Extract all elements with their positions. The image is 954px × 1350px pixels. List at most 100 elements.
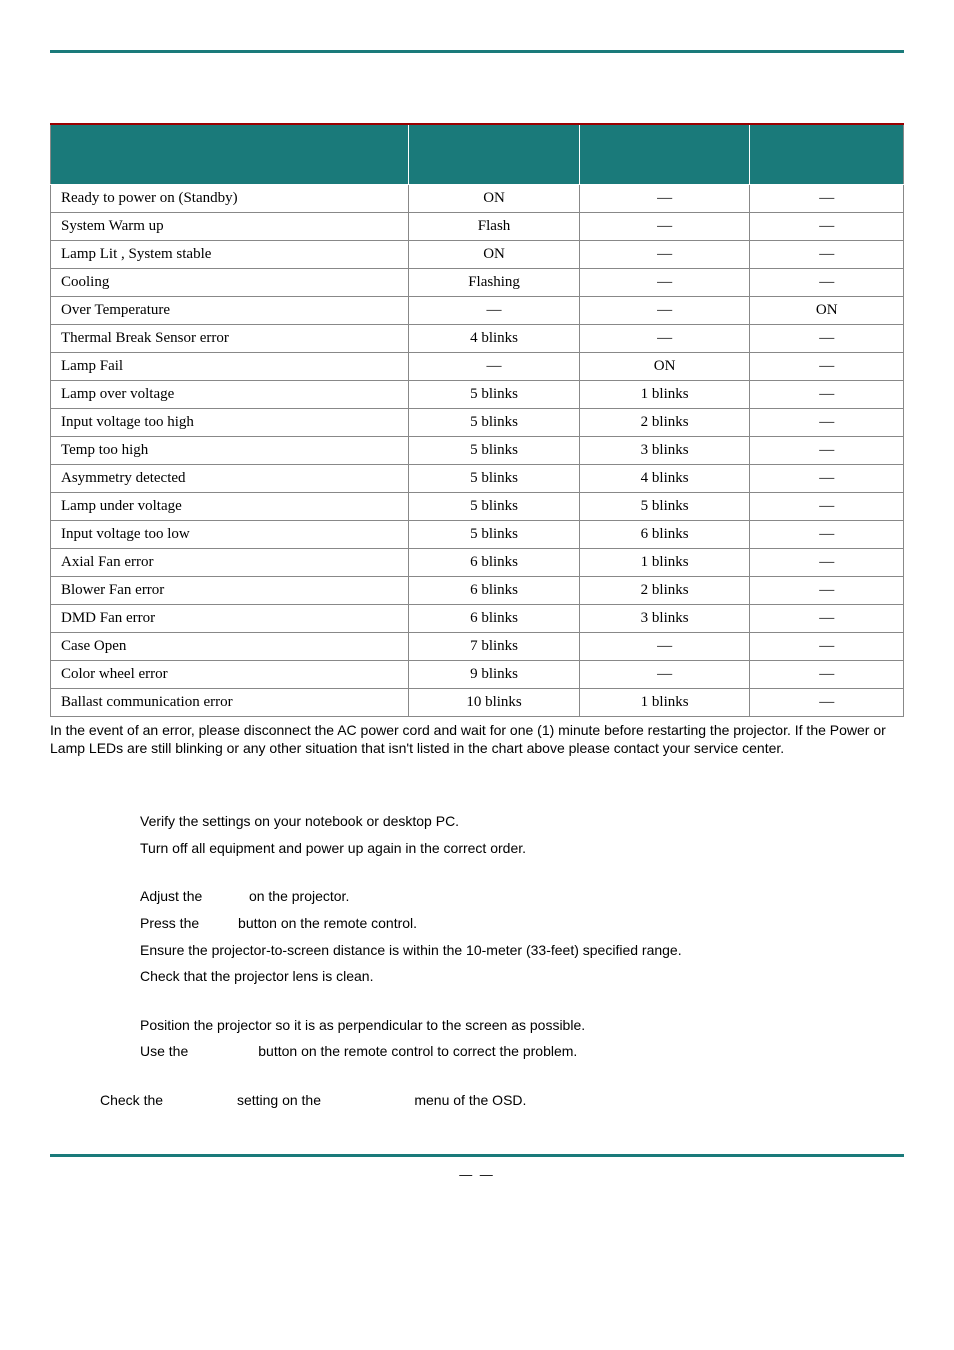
qa-line: Turn off all equipment and power up agai…	[140, 835, 904, 862]
led-error-table: Ready to power on (Standby)ON——System Wa…	[50, 123, 904, 717]
table-row: Lamp under voltage5 blinks5 blinks—	[51, 492, 904, 520]
table-row: Over Temperature——ON	[51, 296, 904, 324]
qa-line: Press the button on the remote control.	[140, 910, 904, 937]
row-label: Asymmetry detected	[51, 464, 409, 492]
table-row: System Warm upFlash——	[51, 212, 904, 240]
row-value: 5 blinks	[409, 436, 580, 464]
table-body: Ready to power on (Standby)ON——System Wa…	[51, 184, 904, 716]
row-label: Thermal Break Sensor error	[51, 324, 409, 352]
row-value: —	[750, 604, 904, 632]
row-value: —	[750, 520, 904, 548]
row-value: —	[579, 212, 750, 240]
row-value: —	[579, 268, 750, 296]
row-value: ON	[750, 296, 904, 324]
row-value: ON	[409, 240, 580, 268]
bottom-rule	[50, 1154, 904, 1157]
row-value: 6 blinks	[409, 548, 580, 576]
row-label: Temp too high	[51, 436, 409, 464]
row-value: 5 blinks	[409, 380, 580, 408]
row-value: —	[579, 296, 750, 324]
row-value: —	[750, 380, 904, 408]
col-header-2	[579, 124, 750, 184]
row-value: 2 blinks	[579, 576, 750, 604]
table-row: Ready to power on (Standby)ON——	[51, 184, 904, 212]
table-row: Thermal Break Sensor error4 blinks——	[51, 324, 904, 352]
row-label: Over Temperature	[51, 296, 409, 324]
qa-line: Check the setting on the menu of the OSD…	[100, 1087, 904, 1114]
row-value: —	[750, 464, 904, 492]
row-value: —	[750, 324, 904, 352]
row-value: 3 blinks	[579, 604, 750, 632]
troubleshooting-block: Verify the settings on your notebook or …	[50, 808, 904, 1113]
table-row: CoolingFlashing——	[51, 268, 904, 296]
qa-line: Position the projector so it is as perpe…	[140, 1012, 904, 1039]
row-value: —	[750, 352, 904, 380]
table-row: Temp too high5 blinks3 blinks—	[51, 436, 904, 464]
row-label: Ready to power on (Standby)	[51, 184, 409, 212]
table-row: Blower Fan error6 blinks2 blinks—	[51, 576, 904, 604]
row-label: Ballast communication error	[51, 688, 409, 716]
row-value: 6 blinks	[579, 520, 750, 548]
table-row: Case Open7 blinks——	[51, 632, 904, 660]
row-value: 1 blinks	[579, 380, 750, 408]
row-label: Input voltage too low	[51, 520, 409, 548]
row-value: 2 blinks	[579, 408, 750, 436]
row-label: Lamp Lit , System stable	[51, 240, 409, 268]
row-value: 6 blinks	[409, 576, 580, 604]
table-row: Color wheel error9 blinks——	[51, 660, 904, 688]
row-label: Color wheel error	[51, 660, 409, 688]
table-row: Lamp Lit , System stableON——	[51, 240, 904, 268]
row-value: 9 blinks	[409, 660, 580, 688]
qa-group-4: Check the setting on the menu of the OSD…	[100, 1087, 904, 1114]
col-header-1	[409, 124, 580, 184]
qa-line: Adjust the on the projector.	[140, 883, 904, 910]
table-row: Lamp over voltage5 blinks1 blinks—	[51, 380, 904, 408]
qa-group-1: Verify the settings on your notebook or …	[140, 808, 904, 861]
row-value: 6 blinks	[409, 604, 580, 632]
table-row: Axial Fan error6 blinks1 blinks—	[51, 548, 904, 576]
row-value: —	[750, 212, 904, 240]
qa-line: Ensure the projector-to-screen distance …	[140, 937, 904, 964]
row-value: —	[750, 184, 904, 212]
row-value: —	[750, 576, 904, 604]
table-row: Input voltage too high5 blinks2 blinks—	[51, 408, 904, 436]
qa-group-3: Position the projector so it is as perpe…	[140, 1012, 904, 1065]
row-value: —	[409, 296, 580, 324]
row-value: —	[750, 436, 904, 464]
row-value: —	[579, 240, 750, 268]
row-label: Axial Fan error	[51, 548, 409, 576]
row-value: —	[750, 408, 904, 436]
table-row: Asymmetry detected5 blinks4 blinks—	[51, 464, 904, 492]
row-value: —	[579, 660, 750, 688]
table-row: DMD Fan error6 blinks3 blinks—	[51, 604, 904, 632]
col-header-0	[51, 124, 409, 184]
top-rule	[50, 50, 904, 53]
col-header-3	[750, 124, 904, 184]
row-value: ON	[579, 352, 750, 380]
row-label: Lamp under voltage	[51, 492, 409, 520]
row-value: 5 blinks	[409, 408, 580, 436]
table-row: Ballast communication error10 blinks1 bl…	[51, 688, 904, 716]
qa-line: Check that the projector lens is clean.	[140, 963, 904, 990]
row-label: DMD Fan error	[51, 604, 409, 632]
page-container: Ready to power on (Standby)ON——System Wa…	[0, 0, 954, 1212]
row-label: Blower Fan error	[51, 576, 409, 604]
row-label: Input voltage too high	[51, 408, 409, 436]
row-value: —	[750, 268, 904, 296]
row-value: 4 blinks	[409, 324, 580, 352]
row-value: 4 blinks	[579, 464, 750, 492]
page-footer: — —	[50, 1167, 904, 1182]
row-value: 1 blinks	[579, 548, 750, 576]
row-label: Lamp Fail	[51, 352, 409, 380]
table-row: Input voltage too low5 blinks6 blinks—	[51, 520, 904, 548]
row-value: —	[750, 548, 904, 576]
row-label: Case Open	[51, 632, 409, 660]
row-value: —	[750, 240, 904, 268]
row-value: —	[750, 632, 904, 660]
row-label: Lamp over voltage	[51, 380, 409, 408]
row-value: 7 blinks	[409, 632, 580, 660]
row-value: Flashing	[409, 268, 580, 296]
row-value: 5 blinks	[409, 492, 580, 520]
qa-line: Verify the settings on your notebook or …	[140, 808, 904, 835]
row-value: —	[579, 324, 750, 352]
